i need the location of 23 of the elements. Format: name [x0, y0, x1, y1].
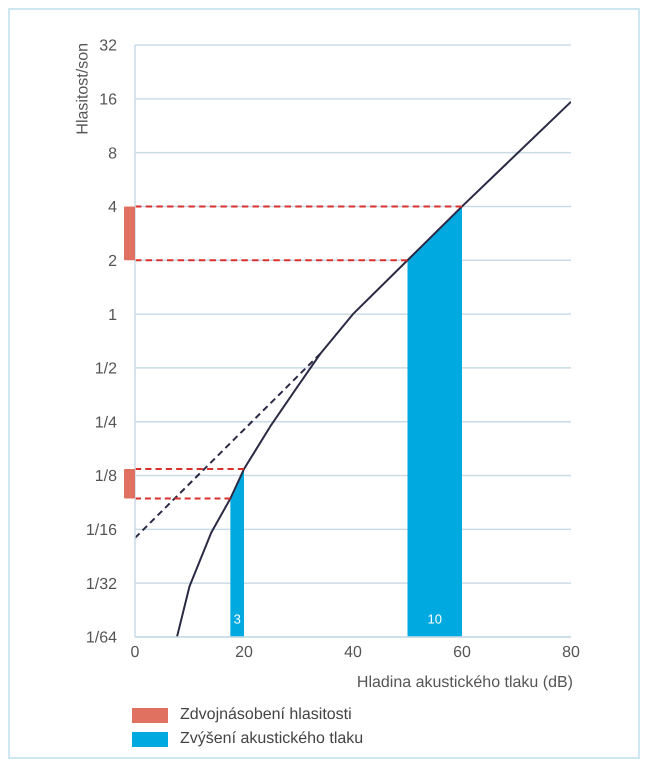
x-tick-label: 80 — [562, 644, 580, 661]
x-axis-title: Hladina akustického tlaku (dB) — [356, 674, 573, 691]
x-tick-label: 60 — [453, 644, 471, 661]
y-tick-label: 2 — [108, 252, 118, 270]
x-tick-label: 0 — [130, 644, 140, 661]
annotation: 10 — [428, 612, 442, 626]
text: Zdvojnásobení hlasitosti — [180, 706, 352, 724]
x-tick-label: 20 — [235, 644, 253, 661]
y-tick-label: 1/8 — [94, 468, 118, 486]
y-tick-label: 1/2 — [94, 360, 118, 378]
y-tick-label: 1/32 — [86, 576, 118, 593]
y-tick-label: 4 — [108, 199, 118, 216]
y-axis-title: Hlasitost/son — [74, 43, 92, 135]
x-tick-label: 40 — [344, 644, 362, 661]
y-tick-label: 1/16 — [86, 522, 118, 540]
y-tick-label: 1/64 — [86, 630, 118, 647]
y-tick-label: 1 — [108, 306, 118, 324]
legend-label: Zvýšení akustického tlaku — [180, 730, 364, 748]
y-tick-label: 16 — [99, 92, 118, 108]
y-tick-label: 32 — [99, 38, 118, 55]
y-tick-label: 1/4 — [94, 414, 118, 432]
annotation: 3 — [234, 612, 241, 626]
y-tick-label: 8 — [108, 145, 118, 162]
